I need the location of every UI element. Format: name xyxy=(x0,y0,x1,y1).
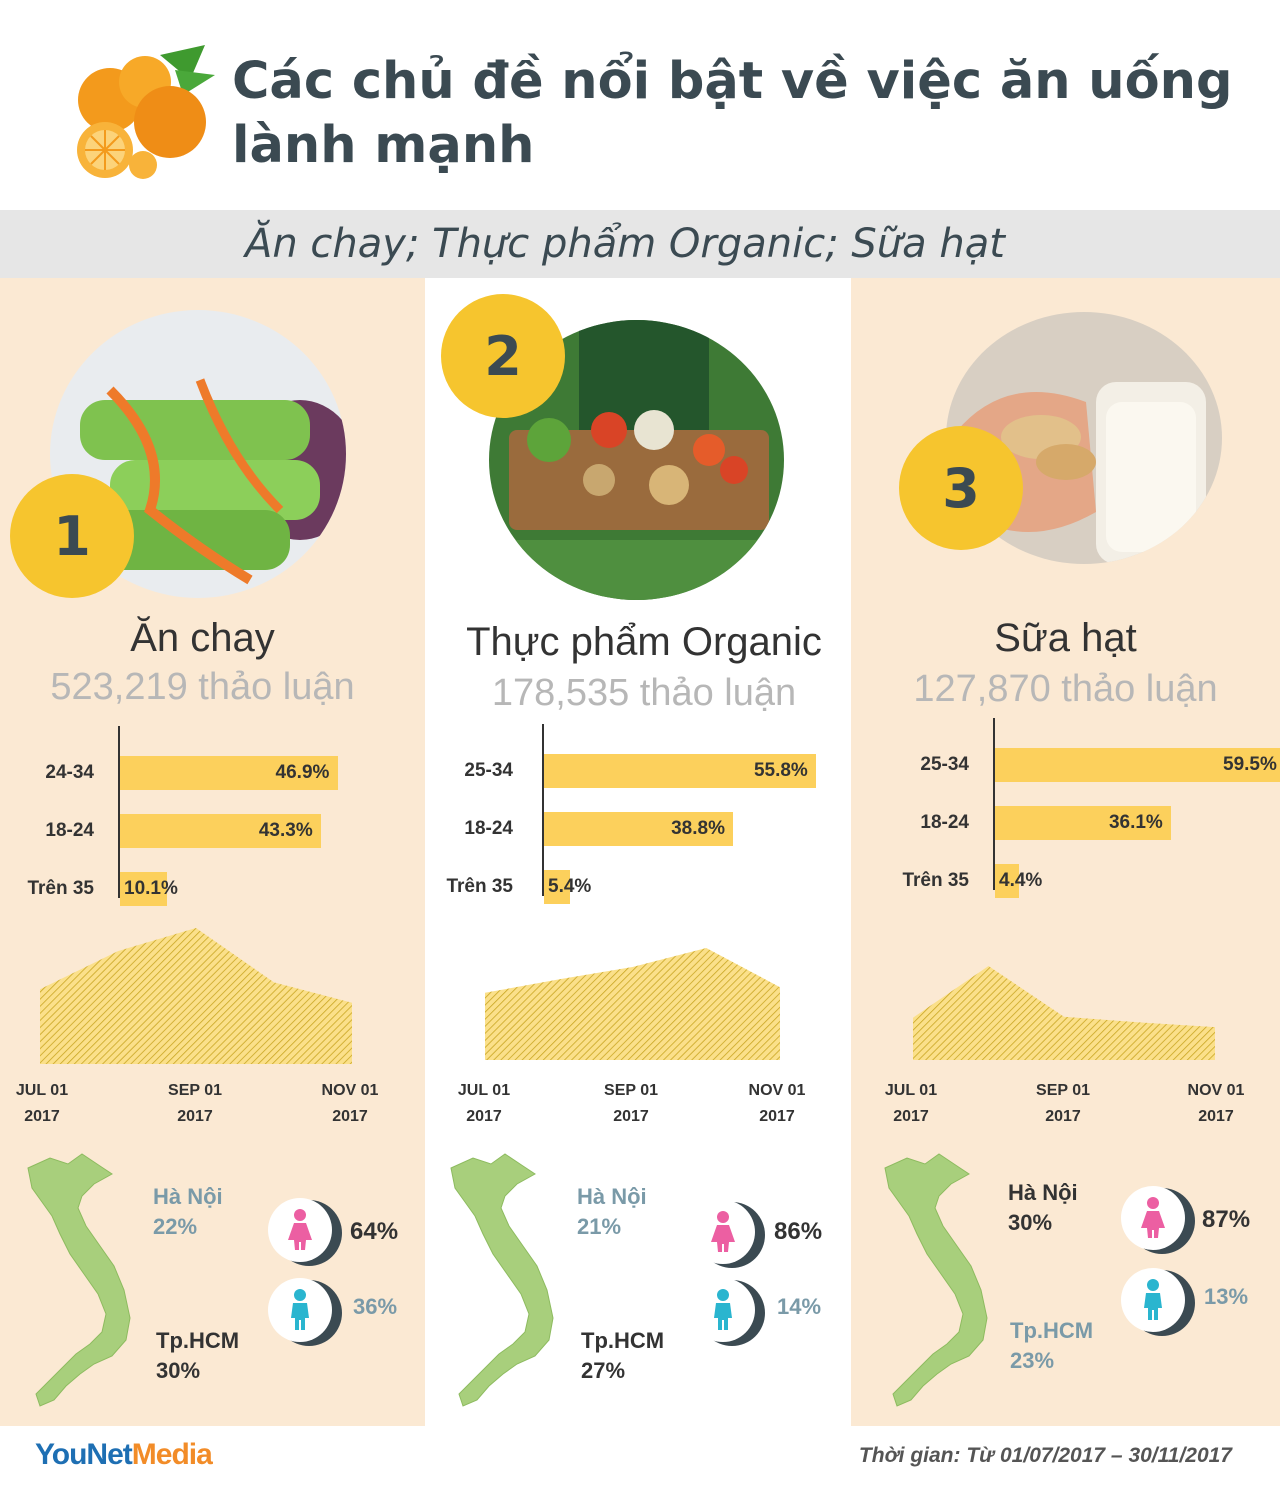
topic-count: 127,870 thảo luận xyxy=(913,668,1218,710)
organic-produce-photo xyxy=(489,320,784,600)
subtitle-band: Ăn chay; Thực phẩm Organic; Sữa hạt xyxy=(0,210,1280,278)
bar xyxy=(120,814,321,848)
age-bar-chart: 25-34 59.5% 18-24 36.1% Trên 35 4.4% xyxy=(851,718,1280,910)
bar-value-label: 43.3% xyxy=(258,820,313,841)
male-person-icon xyxy=(691,1278,755,1342)
vietnam-map-shape xyxy=(27,1153,131,1407)
age-bar-chart: 25-34 55.8% 18-24 38.8% Trên 35 5.4% xyxy=(425,724,851,916)
bar xyxy=(995,864,1019,898)
header: Các chủ đề nổi bật về việc ăn uống lành … xyxy=(0,0,1280,210)
x-tick-label: SEP 01 2017 xyxy=(604,1082,658,1125)
bar-category-label: Trên 35 xyxy=(446,876,513,897)
trend-area xyxy=(40,928,352,1064)
age-bar-chart: 24-34 46.9% 18-24 43.3% Trên 35 10.1% xyxy=(0,726,425,918)
bar-value-label: 10.1% xyxy=(124,878,178,899)
male-person-icon xyxy=(268,1278,332,1342)
page-subtitle: Ăn chay; Thực phẩm Organic; Sữa hạt xyxy=(245,221,1005,267)
bar xyxy=(995,806,1171,840)
bar-category-label: 18-24 xyxy=(45,820,94,841)
bar-axis-line xyxy=(542,724,544,896)
vietnam-map xyxy=(877,1150,997,1415)
x-tick-label: JUL 01 2017 xyxy=(884,1082,938,1125)
trend-area xyxy=(485,948,780,1060)
male-percent: 36% xyxy=(353,1294,398,1319)
rank-badge-2: 2 xyxy=(441,294,565,418)
bar-category-label: Trên 35 xyxy=(902,870,969,891)
male-person-icon xyxy=(1121,1268,1185,1332)
city-hanoi: Hà Nội 21% xyxy=(577,1184,647,1239)
topic-column-1: 1 Ăn chay 523,219 thảo luận 24-34 46.9% 18… xyxy=(0,278,425,1426)
younet-media-logo: YouNetMedia xyxy=(35,1438,213,1471)
page-title: Các chủ đề nổi bật về việc ăn uống lành … xyxy=(232,52,1233,175)
bar xyxy=(120,756,338,790)
bar-value-label: 59.5% xyxy=(1223,754,1277,775)
bar-category-label: 24-34 xyxy=(45,762,94,783)
vietnam-map-shape xyxy=(884,1153,988,1407)
topic-name: Thực phẩm Organic xyxy=(466,620,822,664)
trend-area-chart xyxy=(913,966,1215,1060)
vegetarian-photo xyxy=(50,310,346,598)
male-percent: 13% xyxy=(1204,1284,1249,1309)
vietnam-map xyxy=(20,1150,140,1415)
topic-count: 523,219 thảo luận xyxy=(50,666,355,708)
female-percent: 64% xyxy=(350,1218,399,1245)
bar-value-label: 38.8% xyxy=(671,818,725,839)
bar xyxy=(544,754,816,788)
female-person-icon xyxy=(268,1198,332,1262)
bar-axis-line xyxy=(118,726,120,898)
city-hcm: Tp.HCM 23% xyxy=(1010,1318,1094,1373)
female-percent: 86% xyxy=(774,1218,823,1245)
bar-value-label: 36.1% xyxy=(1108,812,1163,833)
bar xyxy=(544,870,571,904)
trend-area-svg xyxy=(40,928,352,1064)
bar-axis-line xyxy=(993,718,995,890)
topic-name: Sữa hạt xyxy=(994,616,1137,660)
x-tick-label: SEP 01 2017 xyxy=(168,1082,222,1125)
female-person-icon xyxy=(691,1200,755,1264)
vietnam-map xyxy=(443,1150,563,1415)
topic-count: 178,535 thảo luận xyxy=(491,672,797,714)
time-range: Thời gian: Từ 01/07/2017 – 30/11/2017 xyxy=(858,1444,1232,1467)
bar-value-label: 5.4% xyxy=(548,876,592,897)
bar-category-label: 18-24 xyxy=(464,818,513,839)
bar-category-label: 18-24 xyxy=(920,812,969,833)
x-tick-label: NOV 01 2017 xyxy=(1187,1082,1245,1125)
orange-fruit-icon xyxy=(77,45,215,179)
bar-value-label: 46.9% xyxy=(275,762,330,783)
bar-value-label: 55.8% xyxy=(753,760,808,781)
bar xyxy=(995,748,1280,782)
bar xyxy=(544,812,734,846)
bar-value-label: 4.4% xyxy=(999,870,1043,891)
x-tick-label: NOV 01 2017 xyxy=(321,1082,379,1125)
city-hcm: Tp.HCM 30% xyxy=(156,1328,240,1383)
trend-area-chart xyxy=(485,948,780,1060)
rank-badge-1: 1 xyxy=(10,474,134,598)
x-tick-label: SEP 01 2017 xyxy=(1036,1082,1090,1125)
x-tick-label: JUL 01 2017 xyxy=(15,1082,69,1125)
city-hanoi: Hà Nội 30% xyxy=(1008,1180,1078,1235)
trend-area-svg xyxy=(913,966,1215,1060)
city-hcm: Tp.HCM 27% xyxy=(581,1328,665,1383)
male-percent: 14% xyxy=(777,1294,822,1319)
female-percent: 87% xyxy=(1202,1206,1251,1233)
bar-category-label: 25-34 xyxy=(464,760,513,781)
bar-category-label: Trên 35 xyxy=(27,878,94,899)
city-hanoi: Hà Nội 22% xyxy=(153,1184,223,1239)
trend-area xyxy=(913,966,1215,1060)
topic-column-2: 2 Thực phẩm Organic 178,535 thảo luận 25… xyxy=(425,278,851,1426)
topic-name: Ăn chay xyxy=(130,616,275,660)
x-tick-label: JUL 01 2017 xyxy=(457,1082,511,1125)
bar-category-label: 25-34 xyxy=(920,754,969,775)
trend-area-svg xyxy=(485,948,780,1060)
trend-area-chart xyxy=(40,928,352,1064)
rank-badge-3: 3 xyxy=(899,426,1023,550)
topic-column-3: 3 Sữa hạt 127,870 thảo luận 25-34 59.5% 18… xyxy=(851,278,1280,1426)
bar xyxy=(120,872,167,906)
vietnam-map-shape xyxy=(450,1153,554,1407)
female-person-icon xyxy=(1121,1186,1185,1250)
x-tick-label: NOV 01 2017 xyxy=(748,1082,806,1125)
